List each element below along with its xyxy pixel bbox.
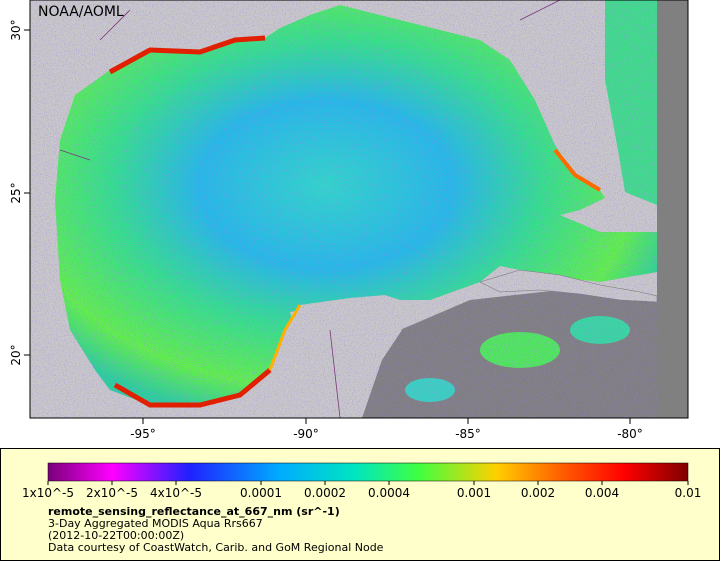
lat-axis bbox=[24, 29, 30, 356]
coastal-high-values bbox=[553, 148, 602, 192]
time: (2012-10-22T00:00:00Z) bbox=[48, 529, 184, 542]
lon-axis bbox=[142, 418, 631, 424]
colorbar-ticks: 1x10^-5 2x10^-5 4x10^-5 0.0001 0.0002 0.0004 0… bbox=[22, 481, 701, 500]
lat-tick-label: 25° bbox=[9, 182, 23, 203]
colorbar-label: 0.002 bbox=[521, 486, 555, 500]
no-data-strip bbox=[657, 0, 688, 418]
colorbar-label: 0.0001 bbox=[240, 486, 282, 500]
colorbar-label: 0.001 bbox=[457, 486, 491, 500]
colorbar-label: 0.0004 bbox=[368, 486, 410, 500]
speckle-texture bbox=[30, 0, 688, 418]
coastal-high-values bbox=[113, 368, 272, 408]
credit: NOAA/AOML bbox=[38, 4, 124, 20]
lon-tick-label: -80° bbox=[617, 427, 643, 441]
colorbar-label: 0.01 bbox=[675, 486, 702, 500]
map-frame bbox=[29, 0, 689, 419]
coastal-high-values bbox=[268, 304, 302, 371]
colorbar-label: 2x10^-5 bbox=[86, 486, 138, 500]
colorbar-label: 4x10^-5 bbox=[150, 486, 202, 500]
colorbar bbox=[47, 462, 689, 482]
colorbar-label: 1x10^-5 bbox=[22, 486, 74, 500]
borders bbox=[59, 0, 561, 418]
lon-tick-label: -95° bbox=[130, 427, 156, 441]
coastal-high-values bbox=[108, 35, 266, 75]
colorbar-label: 0.004 bbox=[585, 486, 619, 500]
courtesy: Data courtesy of CoastWatch, Carib. and … bbox=[48, 541, 384, 554]
description: 3-Day Aggregated MODIS Aqua Rrs667 bbox=[48, 517, 263, 530]
lon-tick-label: -90° bbox=[293, 427, 319, 441]
colorbar-label: 0.0002 bbox=[304, 486, 346, 500]
lat-tick-label: 30° bbox=[9, 19, 23, 40]
lat-tick-label: 20° bbox=[9, 344, 23, 365]
map-area: NOAA/AOML bbox=[30, 0, 688, 418]
variable-name: remote_sensing_reflectance_at_667_nm (sr… bbox=[48, 505, 340, 518]
lon-tick-label: -85° bbox=[455, 427, 481, 441]
